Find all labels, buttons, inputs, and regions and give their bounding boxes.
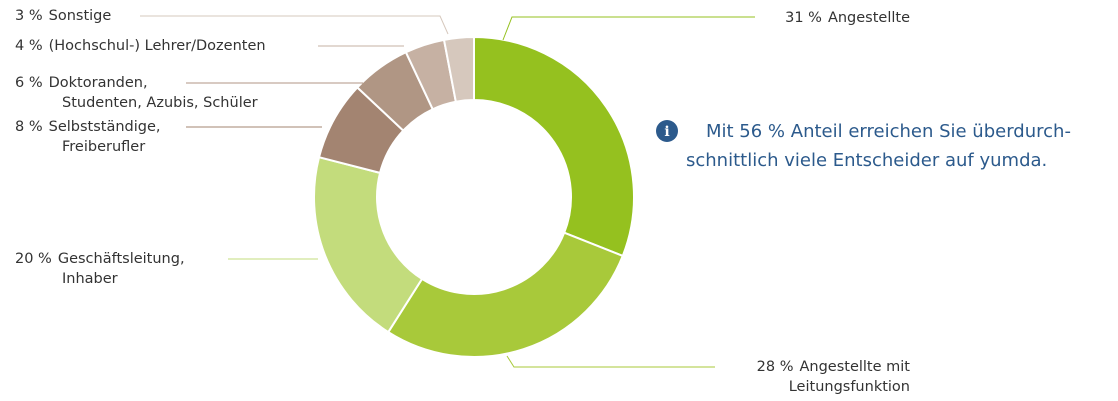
category-label: Geschäftsleitung, <box>58 251 185 267</box>
slice-label: 4 % (Hochschul-) Lehrer/Dozenten <box>15 38 266 54</box>
annotation-line: Mit 56 % Anteil erreichen Sie überdurch- <box>706 121 1071 142</box>
category-label: Angestellte mit <box>799 359 910 375</box>
value-label: 3 % <box>15 8 43 24</box>
value-label: 6 % <box>15 75 43 91</box>
info-icon-letter: i <box>664 124 669 140</box>
category-label: Leitungsfunktion <box>789 379 910 395</box>
donut-segment <box>473 35 635 258</box>
category-label: (Hochschul-) Lehrer/Dozenten <box>49 38 266 54</box>
category-label: Selbstständige, <box>49 119 161 135</box>
category-label: Studenten, Azubis, Schüler <box>62 95 258 111</box>
slice-label: 20 % Geschäftsleitung, <box>15 251 185 267</box>
donut-segment <box>313 155 424 334</box>
info-icon <box>656 120 678 142</box>
slice-label: 8 % Selbstständige, <box>15 119 161 135</box>
value-label: 28 % <box>757 359 794 375</box>
category-label: Inhaber <box>62 271 118 287</box>
donut-segment <box>442 35 475 103</box>
annotation-line: schnittlich viele Entscheider auf yumda. <box>686 150 1047 171</box>
category-label: Sonstige <box>49 8 112 24</box>
value-label: 4 % <box>15 38 43 54</box>
value-label: 31 % <box>785 10 822 26</box>
slice-label: 6 % Doktoranden, <box>15 75 148 91</box>
slice-label: 31 % Angestellte <box>785 10 910 26</box>
category-label: Angestellte <box>828 10 910 26</box>
leader-line <box>506 355 715 368</box>
value-label: 20 % <box>15 251 52 267</box>
category-label: Doktoranden, <box>49 75 148 91</box>
slice-label: 28 % Angestellte mit <box>757 359 911 375</box>
category-label: Freiberufler <box>62 139 145 155</box>
leader-line <box>140 15 449 35</box>
value-label: 8 % <box>15 119 43 135</box>
leader-line <box>502 16 755 41</box>
slice-label: 3 % Sonstige <box>15 8 111 24</box>
donut-segment <box>386 231 625 358</box>
